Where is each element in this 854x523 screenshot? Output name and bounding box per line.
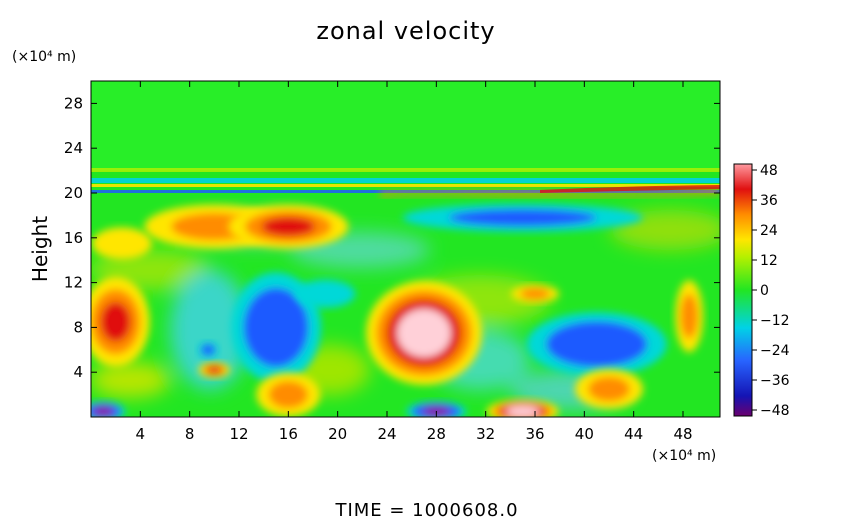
- upper-layer: [91, 81, 720, 171]
- colorbar-tick-label: 36: [760, 193, 778, 209]
- contour-band: [256, 302, 296, 352]
- contour-band: [203, 346, 213, 354]
- colorbar-tick-label: −12: [760, 313, 790, 329]
- x-tick-label: 12: [229, 425, 248, 443]
- positive-jet-feature: [91, 276, 150, 367]
- positive-jet-feature: [366, 281, 482, 385]
- contour-band: [588, 376, 630, 402]
- colorbar-tick-label: 48: [760, 163, 778, 179]
- y-tick-label: 16: [64, 229, 83, 247]
- y-tick-label: 8: [73, 318, 83, 336]
- contour-band: [448, 209, 597, 227]
- x-tick-label: 24: [377, 425, 396, 443]
- x-tick-label: 32: [476, 425, 495, 443]
- y-tick-label: 28: [64, 94, 83, 112]
- x-tick-label: 44: [624, 425, 643, 443]
- x-tick-label: 40: [575, 425, 594, 443]
- y-axis-label: Height: [28, 216, 52, 282]
- negative-jet-feature: [402, 203, 643, 232]
- colorbar: [733, 163, 753, 417]
- x-axis-unit: (×10⁴ m): [652, 448, 716, 464]
- y-tick-label: 24: [64, 139, 83, 157]
- x-axis-ticks: 4 8 12 16 20 24 28 32 36 40 44 48: [136, 81, 693, 443]
- positive-jet-feature: [486, 399, 559, 417]
- contour-band: [207, 366, 222, 374]
- x-tick-label: 20: [328, 425, 347, 443]
- x-tick-label: 4: [136, 425, 146, 443]
- contour-band: [100, 301, 131, 342]
- x-tick-label: 16: [279, 425, 298, 443]
- tropopause-bands: [91, 168, 720, 197]
- y-tick-label: 12: [64, 274, 83, 292]
- x-tick-label: 28: [427, 425, 446, 443]
- negative-jet-feature: [406, 401, 467, 417]
- contour-band: [261, 216, 316, 237]
- chart-title: zonal velocity: [316, 17, 495, 45]
- y-tick-label: 20: [64, 184, 83, 202]
- colorbar-tick-label: 24: [760, 223, 778, 239]
- positive-jet-feature: [91, 227, 152, 260]
- contour-band: [295, 279, 356, 308]
- contour-band: [680, 294, 698, 339]
- contour-band: [91, 227, 152, 260]
- negative-jet-feature: [526, 312, 667, 377]
- y-axis-unit: (×10⁴ m): [12, 49, 76, 65]
- heatmap-field: [91, 81, 720, 417]
- negative-jet-feature: [91, 401, 126, 417]
- positive-jet-feature: [575, 369, 643, 409]
- x-tick-label: 36: [525, 425, 544, 443]
- contour-band: [565, 329, 628, 359]
- colorbar-ticks: 48 36 24 12 0 −12 −24 −36 −48: [752, 163, 790, 419]
- colorbar-tick-label: 12: [760, 253, 778, 269]
- colorbar-tick-label: 0: [760, 283, 769, 299]
- velocity-features: [91, 203, 704, 417]
- contour-band: [268, 381, 309, 409]
- plot-frame: [90, 80, 721, 418]
- y-axis-ticks: 4 8 12 16 20 24 28: [64, 94, 720, 381]
- contour-band: [512, 407, 533, 415]
- negative-jet-feature: [198, 341, 219, 358]
- colorbar-tick-label: −24: [760, 343, 790, 359]
- x-tick-label: 8: [185, 425, 195, 443]
- contour-band: [407, 318, 441, 348]
- x-tick-label: 48: [673, 425, 692, 443]
- positive-jet-feature: [228, 204, 349, 249]
- positive-jet-feature: [511, 284, 559, 303]
- colorbar-tick-label: −48: [760, 403, 790, 419]
- contour-band: [97, 408, 110, 415]
- positive-jet-feature: [675, 280, 704, 353]
- colorbar-tick-label: −36: [760, 373, 790, 389]
- contour-band: [520, 288, 550, 300]
- negative-jet-feature: [295, 279, 356, 308]
- positive-jet-feature: [198, 361, 231, 378]
- y-tick-label: 4: [73, 363, 83, 381]
- positive-jet-feature: [256, 372, 321, 417]
- time-label: TIME = 1000608.0: [334, 500, 518, 519]
